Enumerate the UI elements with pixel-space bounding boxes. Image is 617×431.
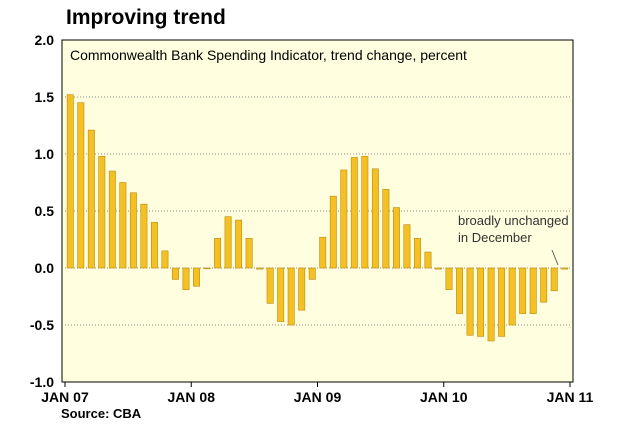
- bar-Jul-07: [129, 192, 137, 269]
- bar-May-07: [108, 170, 116, 269]
- x-tick-label: JAN 09: [294, 389, 342, 405]
- bar-Oct-07: [161, 250, 169, 269]
- x-axis: JAN 07 JAN 08 JAN 09 JAN 10 JAN 11: [41, 382, 594, 405]
- bar-Feb-09: [329, 195, 337, 269]
- bar-Jan-09: [319, 236, 327, 269]
- annotation-line-1: broadly unchanged: [458, 213, 569, 228]
- bar-Apr-08: [224, 216, 232, 269]
- bar-Feb-07: [77, 102, 85, 269]
- bar-Dec-09: [435, 267, 442, 270]
- bar-Aug-09: [392, 207, 400, 269]
- bar-Jun-08: [245, 238, 253, 269]
- bar-Apr-09: [350, 157, 358, 269]
- bar-Oct-08: [287, 267, 295, 326]
- gridlines: [62, 96, 573, 326]
- bar-Jan-10: [445, 267, 453, 290]
- y-tick-label: -0.5: [30, 317, 54, 333]
- bar-Nov-09: [424, 251, 432, 269]
- bar-May-08: [235, 219, 243, 269]
- y-tick-label: 1.0: [35, 146, 55, 162]
- y-tick-label: 0.5: [35, 203, 55, 219]
- annotation-pointer: [551, 249, 559, 266]
- bar-May-09: [361, 155, 369, 269]
- bar-Sep-07: [150, 222, 158, 269]
- chart-title: Improving trend: [66, 6, 226, 29]
- bar-Mar-10: [466, 267, 474, 336]
- y-tick-label: 2.0: [35, 32, 55, 48]
- bar-Mar-07: [87, 129, 95, 269]
- y-tick-label: 0.0: [35, 260, 55, 276]
- bar-Jun-10: [498, 267, 506, 337]
- x-tick-label: JAN 08: [168, 389, 216, 405]
- bar-Dec-07: [182, 267, 190, 290]
- bar-Sep-09: [403, 224, 411, 269]
- bar-Oct-10: [540, 267, 548, 303]
- y-tick-label: -1.0: [30, 374, 54, 390]
- bar-Dec-10: [561, 267, 569, 270]
- bar-Feb-08: [203, 267, 211, 270]
- bar-Feb-10: [456, 267, 463, 314]
- bar-Nov-10: [550, 267, 558, 292]
- bar-Jul-10: [508, 267, 516, 326]
- bar-Nov-07: [172, 267, 179, 280]
- bar-Jun-07: [119, 182, 127, 269]
- bar-Apr-07: [98, 155, 106, 269]
- y-tick-label: 1.5: [35, 89, 55, 105]
- chart-subtitle: Commonwealth Bank Spending Indicator, tr…: [70, 47, 467, 63]
- bar-Mar-09: [340, 169, 348, 269]
- bar-Aug-08: [266, 267, 274, 304]
- source-note: Source: CBA: [61, 406, 142, 421]
- bar-Jan-08: [193, 267, 200, 287]
- x-tick-label: JAN 07: [41, 389, 89, 405]
- y-axis: 2.0 1.5 1.0 0.5 0.0 -0.5 -1.0: [30, 32, 54, 390]
- annotation-line-2: in December: [458, 230, 532, 245]
- bar-Sep-08: [277, 267, 285, 322]
- bar-Jun-09: [371, 168, 379, 269]
- bars: [66, 94, 569, 342]
- bar-Aug-10: [519, 267, 527, 314]
- x-tick-label: JAN 10: [420, 389, 468, 405]
- x-tick-label: JAN 11: [547, 389, 594, 405]
- bar-Nov-08: [298, 267, 306, 311]
- bar-Sep-10: [529, 267, 537, 314]
- bar-Dec-08: [308, 267, 316, 280]
- bar-Jan-07: [66, 94, 74, 269]
- bar-Mar-08: [214, 238, 222, 269]
- bar-Oct-09: [413, 238, 421, 269]
- bar-Jul-08: [256, 267, 264, 270]
- bar-Jul-09: [382, 189, 390, 269]
- bar-May-10: [487, 267, 495, 342]
- bar-Aug-07: [140, 203, 148, 269]
- bar-Apr-10: [477, 267, 485, 337]
